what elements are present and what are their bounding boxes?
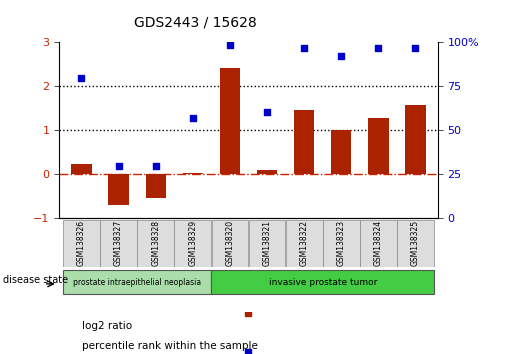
Point: [337, 53, 346, 58]
Bar: [146, 174, 166, 198]
Text: GSM138320: GSM138320: [226, 220, 234, 267]
FancyBboxPatch shape: [323, 221, 359, 267]
Bar: [183, 173, 203, 174]
FancyBboxPatch shape: [138, 221, 174, 267]
Text: prostate intraepithelial neoplasia: prostate intraepithelial neoplasia: [73, 278, 201, 287]
FancyBboxPatch shape: [249, 221, 285, 267]
Text: GSM138329: GSM138329: [188, 220, 197, 267]
Text: GSM138324: GSM138324: [374, 220, 383, 267]
Point: [188, 115, 197, 121]
Bar: [368, 118, 389, 174]
FancyBboxPatch shape: [212, 221, 248, 267]
Text: percentile rank within the sample: percentile rank within the sample: [82, 341, 258, 350]
Text: GSM138321: GSM138321: [263, 221, 271, 266]
Text: log2 ratio: log2 ratio: [82, 321, 132, 331]
Point: [77, 75, 85, 81]
Text: disease state: disease state: [3, 275, 67, 285]
Text: GDS2443 / 15628: GDS2443 / 15628: [134, 16, 257, 30]
Text: GSM138323: GSM138323: [337, 220, 346, 267]
Bar: [331, 130, 351, 174]
Text: GSM138327: GSM138327: [114, 220, 123, 267]
Point: [374, 45, 383, 51]
FancyBboxPatch shape: [397, 221, 434, 267]
Text: GSM138328: GSM138328: [151, 221, 160, 266]
Point: [151, 163, 160, 169]
Bar: [294, 109, 314, 174]
FancyBboxPatch shape: [286, 221, 322, 267]
Text: GSM138322: GSM138322: [300, 221, 308, 266]
Point: [263, 109, 271, 115]
Text: invasive prostate tumor: invasive prostate tumor: [268, 278, 377, 287]
Point: [411, 45, 420, 51]
FancyBboxPatch shape: [360, 221, 397, 267]
Point: [300, 45, 308, 51]
FancyBboxPatch shape: [63, 270, 211, 294]
Bar: [405, 105, 426, 174]
FancyBboxPatch shape: [100, 221, 137, 267]
Text: GSM138325: GSM138325: [411, 220, 420, 267]
Point: [226, 42, 234, 47]
Bar: [108, 174, 129, 205]
Bar: [257, 170, 277, 174]
Bar: [71, 164, 92, 174]
Point: [114, 163, 123, 169]
FancyBboxPatch shape: [63, 221, 100, 267]
Text: GSM138326: GSM138326: [77, 220, 86, 267]
FancyBboxPatch shape: [211, 270, 434, 294]
Bar: [220, 68, 240, 174]
FancyBboxPatch shape: [175, 221, 211, 267]
